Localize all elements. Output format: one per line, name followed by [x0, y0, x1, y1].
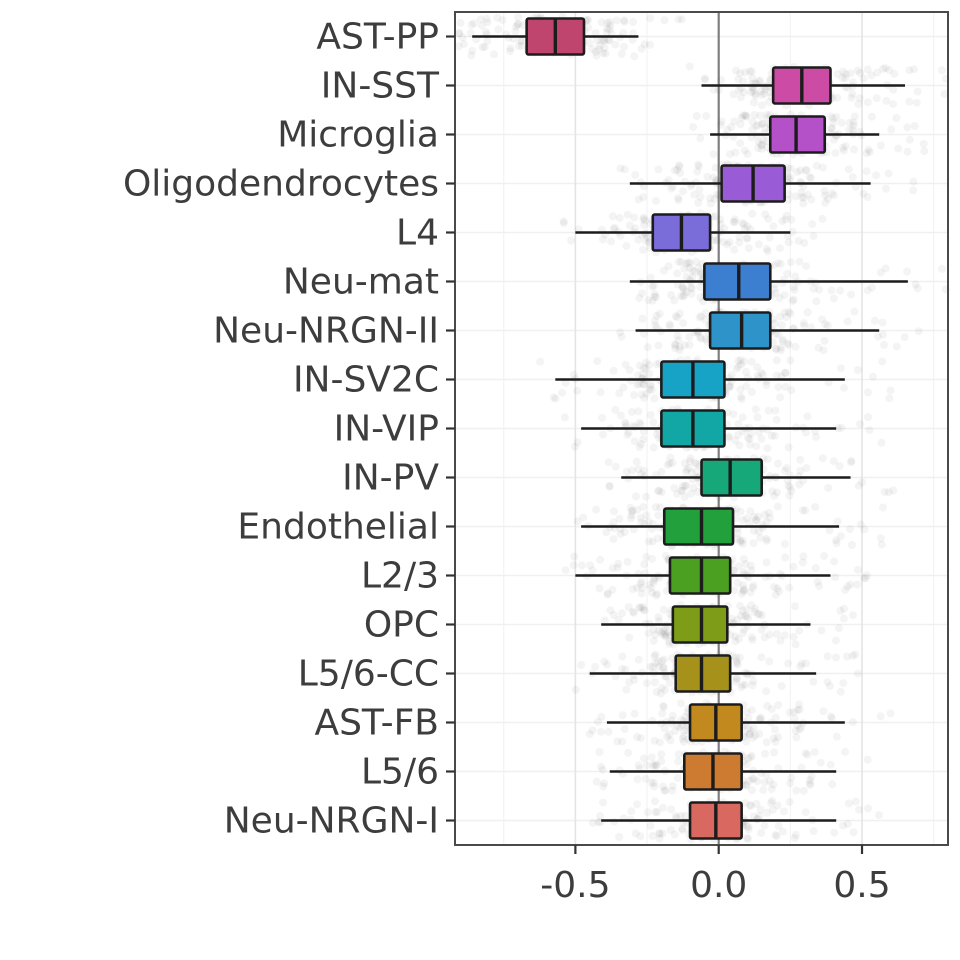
- y-category-label: Neu-NRGN-I: [224, 801, 439, 842]
- y-category-label: Neu-mat: [283, 262, 439, 303]
- y-category-label: L2/3: [361, 556, 439, 597]
- y-category-label: AST-FB: [314, 703, 439, 744]
- y-category-label: IN-VIP: [334, 409, 439, 450]
- y-category-label: Endothelial: [237, 507, 439, 548]
- y-category-label: L4: [396, 213, 439, 254]
- y-category-label: AST-PP: [316, 17, 439, 58]
- y-category-label: OPC: [364, 605, 439, 646]
- x-tick-label: 0.5: [833, 865, 890, 906]
- y-category-label: IN-PV: [342, 458, 439, 499]
- x-tick-label: -0.5: [540, 865, 610, 906]
- x-tick-label: 0.0: [690, 865, 747, 906]
- y-category-label: IN-SV2C: [293, 360, 439, 401]
- y-category-label: Oligodendrocytes: [123, 164, 439, 205]
- y-category-label: L5/6: [361, 752, 439, 793]
- y-category-label: IN-SST: [321, 66, 440, 107]
- y-category-label: L5/6-CC: [298, 654, 439, 695]
- y-category-label: Neu-NRGN-II: [213, 311, 439, 352]
- y-category-label: Microglia: [277, 115, 439, 156]
